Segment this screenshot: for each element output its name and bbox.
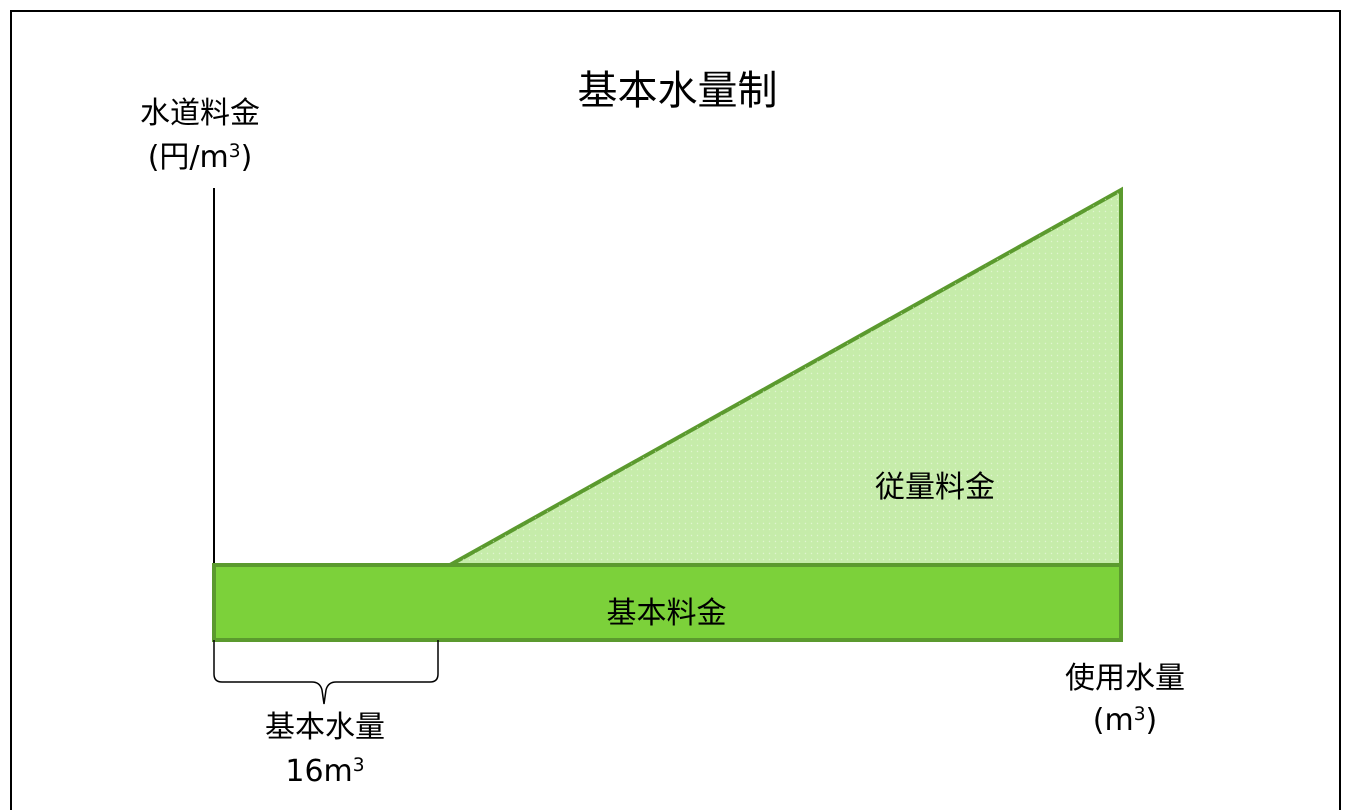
y-axis-label: 水道料金 (円/m3) xyxy=(108,92,292,180)
y-axis-unit-sup: 3 xyxy=(228,140,241,162)
y-axis-label-line2: (円/m3) xyxy=(108,136,292,180)
base-fee-region xyxy=(212,563,1123,642)
chart-title: 基本水量制 xyxy=(577,68,778,114)
x-axis-unit-suffix: ) xyxy=(1145,703,1158,738)
base-volume-bracket xyxy=(213,640,439,705)
base-fee-label: 基本料金 xyxy=(606,596,727,631)
variable-fee-texture xyxy=(450,190,1121,565)
diagram-frame xyxy=(10,10,1341,810)
base-volume-value: 16 xyxy=(285,754,324,789)
base-volume-label-line1: 基本水量 xyxy=(265,710,385,745)
y-axis-label-line1: 水道料金 xyxy=(140,96,260,131)
y-axis-unit-prefix: (円/m xyxy=(147,140,229,175)
x-axis-label-line1: 使用水量 xyxy=(1065,661,1185,696)
x-axis-unit-sup: 3 xyxy=(1133,703,1146,725)
base-volume-unit-sup: 3 xyxy=(352,754,365,776)
base-volume-value-line: 16m3 xyxy=(210,750,440,794)
x-axis-unit-prefix: (m xyxy=(1092,703,1134,738)
x-axis-label-line2: (m3) xyxy=(1030,700,1220,742)
variable-fee-label: 従量料金 xyxy=(875,470,995,505)
x-axis-label: 使用水量 (m3) xyxy=(1030,658,1220,742)
y-axis-unit-suffix: ) xyxy=(240,140,253,175)
base-volume-label: 基本水量 16m3 xyxy=(210,706,440,794)
base-volume-unit: m xyxy=(323,754,353,789)
